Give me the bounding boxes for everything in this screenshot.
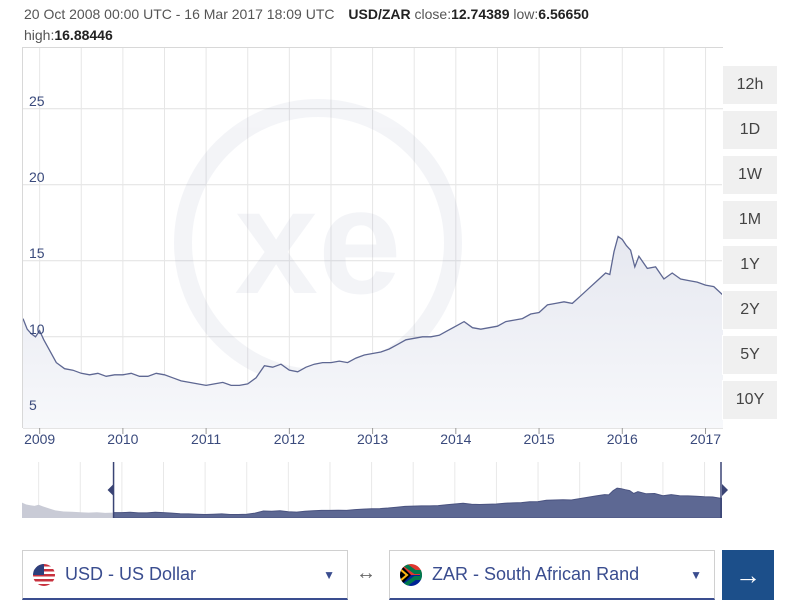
swap-icon[interactable]: ↔: [356, 562, 376, 584]
convert-arrow-button[interactable]: →: [722, 550, 774, 600]
y-tick-label: 5: [29, 397, 37, 413]
y-tick-label: 15: [29, 245, 45, 261]
xe-watermark: xe: [174, 99, 462, 387]
nav-right-grip-icon[interactable]: [722, 484, 728, 496]
x-tick-label: 2014: [440, 431, 471, 447]
low-label: low:: [513, 6, 539, 22]
high-label: high:: [24, 27, 55, 43]
range-1w-button[interactable]: 1W: [722, 155, 778, 195]
x-tick-label: 2009: [24, 431, 55, 447]
series-line: [23, 235, 723, 387]
date-range: 20 Oct 2008 00:00 UTC - 16 Mar 2017 18:0…: [24, 6, 335, 22]
x-tick-label: 2012: [274, 431, 305, 447]
x-tick-label: 2016: [607, 431, 638, 447]
x-tick-label: 2015: [523, 431, 554, 447]
nav-area-selected: [113, 487, 722, 518]
close-label: close:: [414, 6, 452, 22]
to-currency-select[interactable]: ZAR - South African Rand ▼: [389, 550, 715, 600]
x-tick-label: 2017: [690, 431, 721, 447]
chevron-down-icon: ▼: [690, 567, 702, 582]
from-currency-select[interactable]: USD - US Dollar ▼: [22, 550, 348, 600]
range-1y-button[interactable]: 1Y: [722, 245, 778, 285]
range-2y-button[interactable]: 2Y: [722, 290, 778, 330]
chart-area[interactable]: xe 25 20 15 10 5 2009 2010 2011 2012 2013 2014 2015…: [22, 47, 723, 447]
y-tick-label: 10: [29, 321, 45, 337]
high-value: 16.88446: [54, 27, 113, 43]
chart-header: 20 Oct 2008 00:00 UTC - 16 Mar 2017 18:0…: [24, 4, 724, 46]
y-tick-label: 20: [29, 169, 45, 185]
currency-pair: USD/ZAR: [348, 6, 411, 22]
from-currency-label: USD - US Dollar: [65, 564, 197, 584]
watermark-text: xe: [235, 157, 402, 325]
navigator[interactable]: [22, 462, 728, 518]
chevron-down-icon: ▼: [323, 567, 335, 582]
y-tick-label: 25: [29, 93, 45, 109]
us-flag-icon: [33, 563, 55, 586]
range-10y-button[interactable]: 10Y: [722, 380, 778, 420]
nav-left-grip-icon[interactable]: [107, 484, 114, 496]
range-5y-button[interactable]: 5Y: [722, 335, 778, 375]
x-tick-label: 2010: [107, 431, 138, 447]
series-area: [23, 236, 723, 428]
range-1m-button[interactable]: 1M: [722, 200, 778, 240]
za-flag-icon: [400, 563, 422, 586]
to-currency-label: ZAR - South African Rand: [432, 564, 640, 584]
low-value: 6.56650: [538, 6, 589, 22]
close-value: 12.74389: [451, 6, 510, 22]
navigator-chart[interactable]: [22, 462, 730, 518]
range-1d-button[interactable]: 1D: [722, 110, 778, 150]
range-12h-button[interactable]: 12h: [722, 65, 778, 105]
x-tick-label: 2011: [191, 431, 221, 447]
x-tick-label: 2013: [357, 431, 388, 447]
